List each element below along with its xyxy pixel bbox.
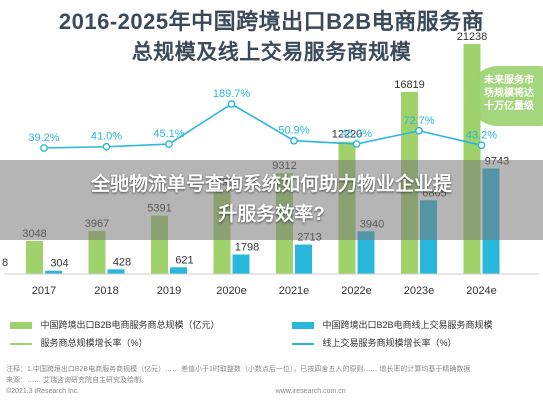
legend-swatch-green-bar — [10, 322, 32, 330]
value-label-total-2022e: 12220 — [332, 129, 363, 141]
rate-label-2020e: 189.7% — [213, 88, 251, 100]
legend-swatch-cyan-bar — [292, 322, 314, 330]
x-tick-label-2017: 2017 — [32, 285, 56, 297]
point-online-growth-2017 — [40, 144, 48, 152]
bar-online-2019 — [170, 267, 187, 274]
rate-label-2024e: 43.2% — [466, 129, 497, 141]
rate-label-2021e: 50.9% — [278, 125, 309, 137]
bar-online-2021e — [295, 244, 312, 274]
rate-label-2017: 39.2% — [28, 132, 59, 144]
x-tick-label-2019: 2019 — [157, 285, 181, 297]
legend-swatch-cyan-line — [292, 342, 314, 345]
x-tick-label-2021e: 2021e — [279, 285, 310, 297]
value-label-total-2024e: 21238 — [457, 31, 488, 43]
overlay-line-1: 全驰物流单号查询系统如何助力物业企业提 — [90, 174, 452, 195]
overlay-banner — [0, 160, 543, 240]
legend-item-total-growth: 服务商总规模增长率（%） — [10, 336, 148, 349]
overlay-headline: 全驰物流单号查询系统如何助力物业企业提 升服务效率? — [20, 170, 523, 230]
line-online-growth — [43, 103, 482, 149]
point-online-growth-2023e — [415, 126, 423, 135]
point-online-growth-2019 — [165, 140, 173, 148]
callout-line-1: 未来服务市 — [484, 75, 534, 86]
bar-online-2022e — [357, 231, 375, 274]
bar-online-2020e — [232, 254, 250, 274]
chart-subtitle: 总规模及线上交易服务商规模 — [131, 41, 412, 64]
x-tick-label-2018: 2018 — [94, 285, 118, 297]
bar-online-2018 — [107, 269, 125, 274]
callout-line-2: 场规模将达 — [484, 88, 534, 99]
bar-total-2018 — [88, 231, 106, 274]
source-note-line-2: 来源：…… 艾瑞咨询研究院自主研究及绘制。 — [6, 377, 148, 384]
legend-label-total-growth: 服务商总规模增长率（%） — [40, 338, 148, 348]
rate-label-2019: 45.1% — [153, 128, 184, 140]
bar-total-2017 — [26, 240, 43, 274]
point-online-growth-2018 — [102, 142, 111, 151]
legend-swatch-green-line — [10, 342, 32, 345]
rate-label-2022e: 45.2% — [341, 128, 372, 140]
source-note: 注释：1.中国跨境出口B2B电商服务商规模（亿元）…… 差值小于1时取整数（小数… — [6, 364, 536, 397]
value-label-online-2017: 304 — [50, 258, 68, 270]
value-label-online-2018: 428 — [113, 256, 131, 268]
bar-online-2017 — [45, 270, 62, 274]
callout-line-3: 十万亿量级 — [484, 101, 534, 112]
legend-item-online-growth: 线上交易服务商规模增长率（%） — [292, 336, 457, 349]
legend-label-online-scale: 中国跨境出口B2B电商线上交易服务商规模 — [322, 320, 493, 330]
value-label-total-2023e: 16819 — [394, 79, 425, 91]
legend-item-total-scale: 中国跨境出口B2B电商服务商总规模（亿元） — [10, 318, 220, 331]
x-tick-label-2023e: 2023e — [404, 285, 435, 297]
x-tick-label-2022e: 2022e — [341, 285, 372, 297]
overlay-line-2: 升服务效率? — [218, 204, 325, 225]
x-tick-label-2020e: 2020e — [216, 285, 247, 297]
chart-title: 2016-2025年中国跨境出口B2B电商服务商 — [58, 9, 485, 34]
point-online-growth-2020e — [227, 100, 236, 108]
legend-label-online-growth: 线上交易服务商规模增长率（%） — [322, 338, 457, 348]
left-edge-value-label: 8 — [2, 257, 8, 269]
source-note-line-1: 注释：1.中国跨境出口B2B电商服务商规模（亿元）…… 差值小于1时取整数（小数… — [6, 366, 471, 373]
rate-label-2018: 41.0% — [91, 131, 122, 143]
value-label-online-2019: 621 — [175, 254, 193, 266]
value-label-online-2020e: 1798 — [235, 242, 259, 254]
point-online-growth-2021e — [290, 136, 298, 145]
source-note-line-3: ©2021.3 iResearch Inc. www.iresearch.com… — [6, 388, 346, 395]
market-callout-bubble: 未来服务市 场规模将达 十万亿量级 — [468, 66, 543, 126]
legend-item-online-scale: 中国跨境出口B2B电商线上交易服务商规模 — [292, 318, 493, 331]
point-online-growth-2022e — [352, 140, 361, 148]
rate-label-2023e: 72.7% — [403, 115, 434, 127]
point-online-growth-2024e — [477, 141, 486, 150]
legend-label-total-scale: 中国跨境出口B2B电商服务商总规模（亿元） — [40, 320, 220, 330]
x-tick-label-2024e: 2024e — [466, 285, 497, 297]
